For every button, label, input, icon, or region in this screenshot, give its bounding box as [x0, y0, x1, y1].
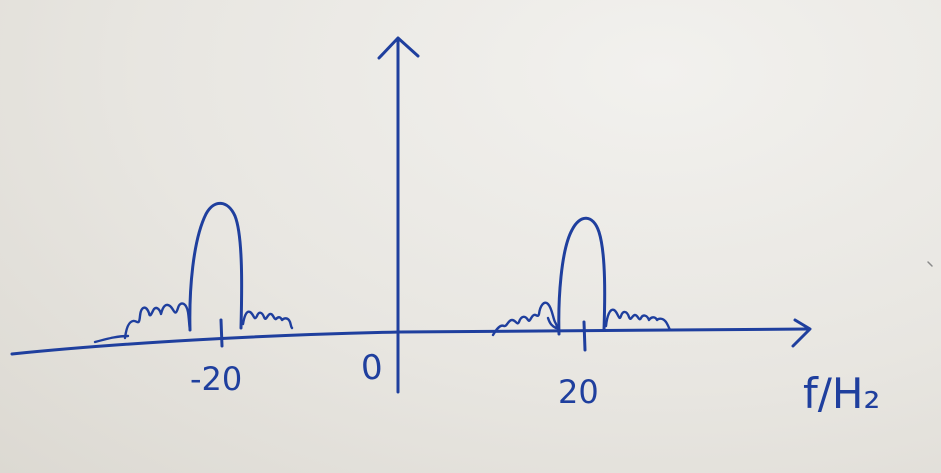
left-outer-sidelobes: [123, 302, 192, 340]
stray-ink-mark: [927, 261, 933, 267]
right-inner-sidelobes: [491, 301, 561, 337]
left-inner-sidelobes: [241, 310, 294, 330]
frequency-axis-arrowhead: [791, 318, 812, 348]
origin-label: 0: [360, 347, 384, 388]
left-main-lobe: [188, 201, 244, 332]
tick-mark-right: [582, 320, 587, 352]
frequency-axis: [10, 327, 810, 356]
right-outer-sidelobes: [604, 308, 672, 332]
right-main-lobe: [557, 216, 607, 336]
right-tick-label: 20: [558, 373, 599, 411]
left-tick-label: -20: [190, 360, 242, 398]
tick-mark-left: [219, 318, 224, 348]
axis-label: f/H₂: [803, 369, 880, 418]
right-inner-sidelobes-small: [546, 316, 558, 330]
amplitude-axis-arrowhead: [377, 36, 420, 60]
left-outer-sidelobes-baseline: [93, 334, 130, 344]
